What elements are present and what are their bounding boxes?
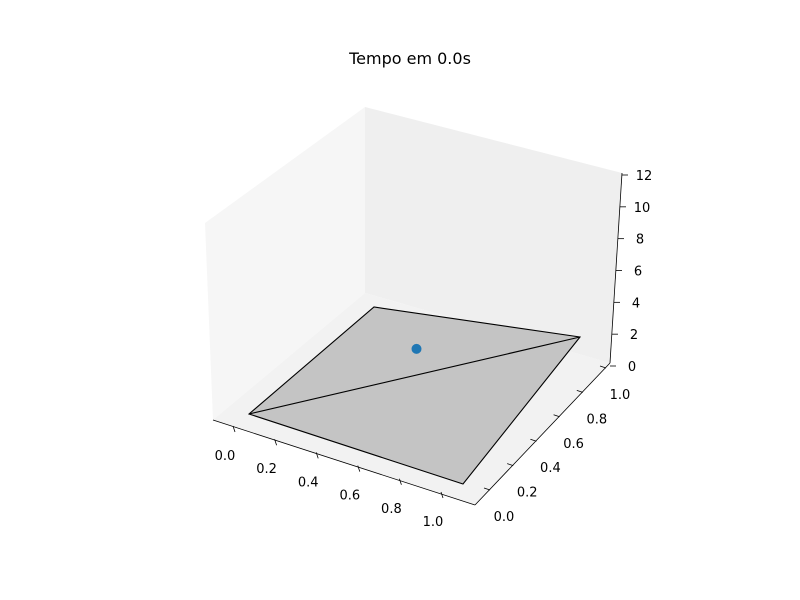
y-tick-mark <box>483 487 491 491</box>
z-tick-label: 8 <box>636 233 644 248</box>
back-pane <box>365 107 622 363</box>
x-tick-label: 0.2 <box>256 462 277 477</box>
z-tick-label: 6 <box>634 265 642 280</box>
x-tick-mark <box>440 491 444 499</box>
x-tick-label: 1.0 <box>423 515 444 530</box>
x-axis-line <box>212 419 476 506</box>
x-tick-mark <box>274 439 277 446</box>
y-tick-label: 0.6 <box>563 437 584 452</box>
left-pane <box>205 107 365 420</box>
surface-diagonal <box>248 336 581 415</box>
y-axis-ticks: 0.00.20.40.60.81.0 <box>483 365 631 525</box>
y-tick-label: 0.8 <box>586 412 607 427</box>
x-axis-ticks: 0.0 0.2 0.4 0.6 0.8 1.0 <box>215 425 444 530</box>
y-tick-mark <box>507 463 514 466</box>
y-axis-line <box>474 362 611 506</box>
y-tick-mark <box>576 390 583 393</box>
y-tick-mark <box>530 438 537 442</box>
y-tick-label: 1.0 <box>610 388 631 403</box>
y-tick-mark <box>553 414 560 418</box>
chart-title: Tempo em 0.0s <box>348 49 471 68</box>
x-tick-label: 0.8 <box>381 502 402 517</box>
z-axis-line <box>609 172 623 364</box>
x-tick-mark <box>232 425 236 433</box>
x-tick-mark <box>315 452 319 459</box>
z-tick-label: 10 <box>634 201 651 216</box>
x-tick-label: 0.0 <box>215 449 236 464</box>
y-tick-label: 0.4 <box>540 461 561 476</box>
scatter-points <box>411 343 422 354</box>
y-tick-label: 0.2 <box>517 486 538 501</box>
scatter-point <box>411 343 422 354</box>
x-tick-mark <box>399 478 402 485</box>
z-axis-ticks: 0 2 4 6 8 10 12 <box>610 169 652 375</box>
y-tick-label: 0.0 <box>494 510 515 525</box>
z-tick-label: 2 <box>630 328 638 343</box>
z-tick-label: 0 <box>628 360 636 375</box>
y-tick-mark <box>599 365 607 369</box>
z-tick-label: 4 <box>632 296 640 311</box>
x-tick-label: 0.4 <box>298 475 319 490</box>
x-tick-label: 0.6 <box>339 489 360 504</box>
x-tick-mark <box>357 465 361 472</box>
z-tick-label: 12 <box>636 169 653 184</box>
